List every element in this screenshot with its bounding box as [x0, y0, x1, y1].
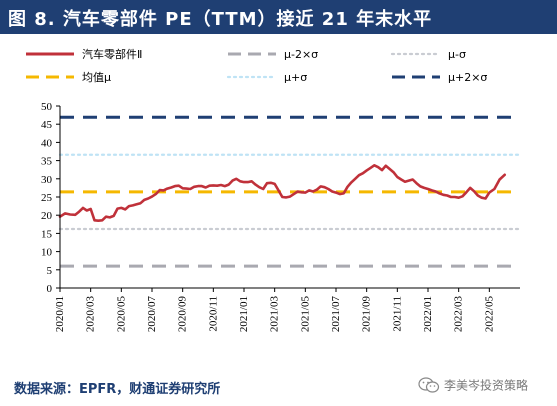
source-note: 数据来源：EPFR，财通证券研究所: [14, 382, 221, 397]
legend-label: 汽车零部件Ⅱ: [82, 47, 142, 61]
y-tick-label: 20: [41, 210, 53, 222]
legend-label: μ-2×σ: [284, 48, 318, 61]
x-tick-label: 2020/07: [146, 296, 158, 333]
x-tick-label: 2020/11: [207, 296, 219, 332]
x-tick-label: 2021/07: [330, 296, 342, 333]
watermark: 李美岑投资策略: [418, 376, 528, 400]
y-tick-label: 5: [47, 265, 53, 277]
y-tick-label: 45: [41, 119, 53, 131]
y-tick-label: 30: [41, 174, 53, 186]
footer: 数据来源：EPFR，财通证券研究所 李美岑投资策略: [0, 368, 557, 406]
y-tick-label: 40: [41, 137, 53, 149]
y-tick-label: 50: [41, 101, 53, 113]
legend-label: μ+2×σ: [448, 71, 487, 84]
legend-label: μ+σ: [284, 71, 307, 84]
wechat-icon: [418, 377, 440, 393]
figure-title-bar: 图 8. 汽车零部件 PE（TTM）接近 21 年末水平: [0, 0, 557, 34]
pe-series-line: [58, 164, 506, 222]
figure-title: 图 8. 汽车零部件 PE（TTM）接近 21 年末水平: [8, 9, 433, 30]
y-tick-label: 10: [41, 247, 53, 259]
legend-label: μ-σ: [448, 48, 466, 61]
x-tick-label: 2020/03: [85, 296, 97, 333]
x-tick-label: 2022/05: [483, 296, 495, 333]
x-tick-label: 2020/09: [177, 296, 189, 333]
y-tick-label: 15: [41, 228, 53, 240]
legend-label: 均值μ: [82, 71, 111, 84]
pe-band-chart: 0 5 10 15 20 25 30 35 40 45 50 2020/01 2020/03 2020/0…: [26, 47, 522, 333]
x-tick-label: 2020/05: [115, 296, 127, 333]
y-tick-label: 35: [41, 156, 53, 168]
x-tick-label: 2020/01: [54, 296, 66, 332]
x-tick-label: 2021/05: [299, 296, 311, 333]
watermark-text: 李美岑投资策略: [444, 378, 529, 393]
x-tick-label: 2022/01: [422, 296, 434, 332]
x-tick-label: 2022/03: [453, 296, 465, 333]
x-tick-label: 2021/01: [238, 296, 250, 332]
y-tick-label: 25: [41, 192, 53, 204]
x-tick-label: 2021/11: [391, 296, 403, 332]
x-tick-label: 2021/09: [361, 296, 373, 333]
x-tick-label: 2021/03: [269, 296, 281, 333]
y-tick-label: 0: [47, 283, 53, 295]
